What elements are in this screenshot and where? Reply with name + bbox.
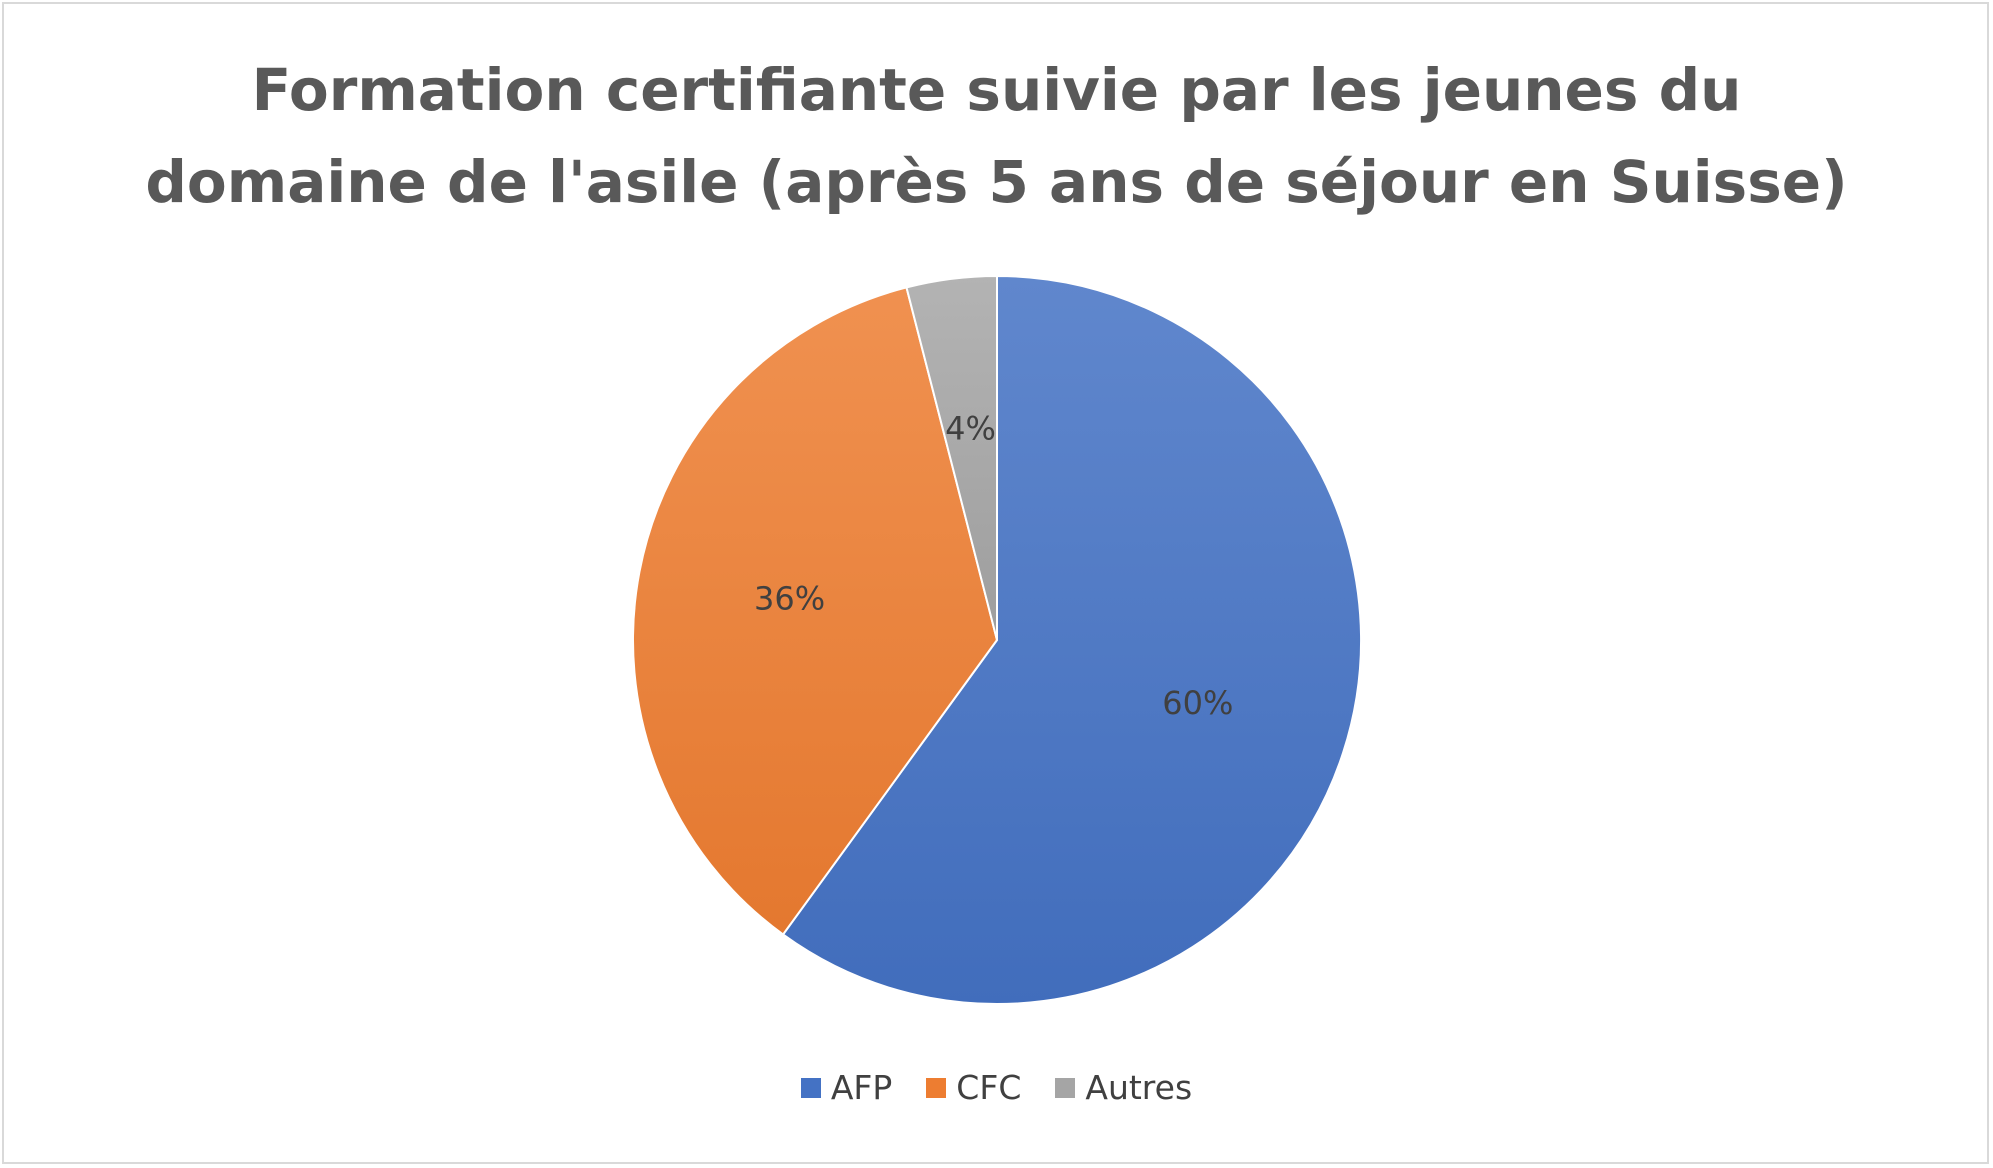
chart-title-line-1: Formation certifiante suivie par les jeu…	[251, 56, 1742, 124]
pie-slice-autres[interactable]	[905, 274, 998, 641]
legend-item-cfc[interactable]: CFC	[926, 1068, 1021, 1107]
legend-item-autres[interactable]: Autres	[1055, 1068, 1192, 1107]
pie-slice-cfc[interactable]	[632, 286, 999, 936]
legend-swatch-afp	[800, 1077, 821, 1098]
pie-label-cfc: 36%	[754, 579, 825, 617]
legend-label-cfc: CFC	[956, 1068, 1022, 1107]
pie-label-autres: 4%	[945, 410, 996, 448]
pie-label-afp: 60%	[1162, 684, 1233, 722]
legend-label-autres: Autres	[1085, 1068, 1193, 1107]
legend-label-afp: AFP	[830, 1068, 893, 1107]
legend-swatch-cfc	[926, 1077, 947, 1098]
legend-item-afp[interactable]: AFP	[800, 1068, 893, 1107]
legend-swatch-autres	[1055, 1077, 1076, 1098]
legend: AFP CFC Autres	[0, 1068, 1993, 1107]
chart-title: Formation certifiante suivie par les jeu…	[0, 44, 1993, 228]
pie-slice-afp[interactable]	[781, 274, 1362, 1005]
chart-title-line-2: domaine de l'asile (après 5 ans de séjou…	[145, 148, 1848, 216]
